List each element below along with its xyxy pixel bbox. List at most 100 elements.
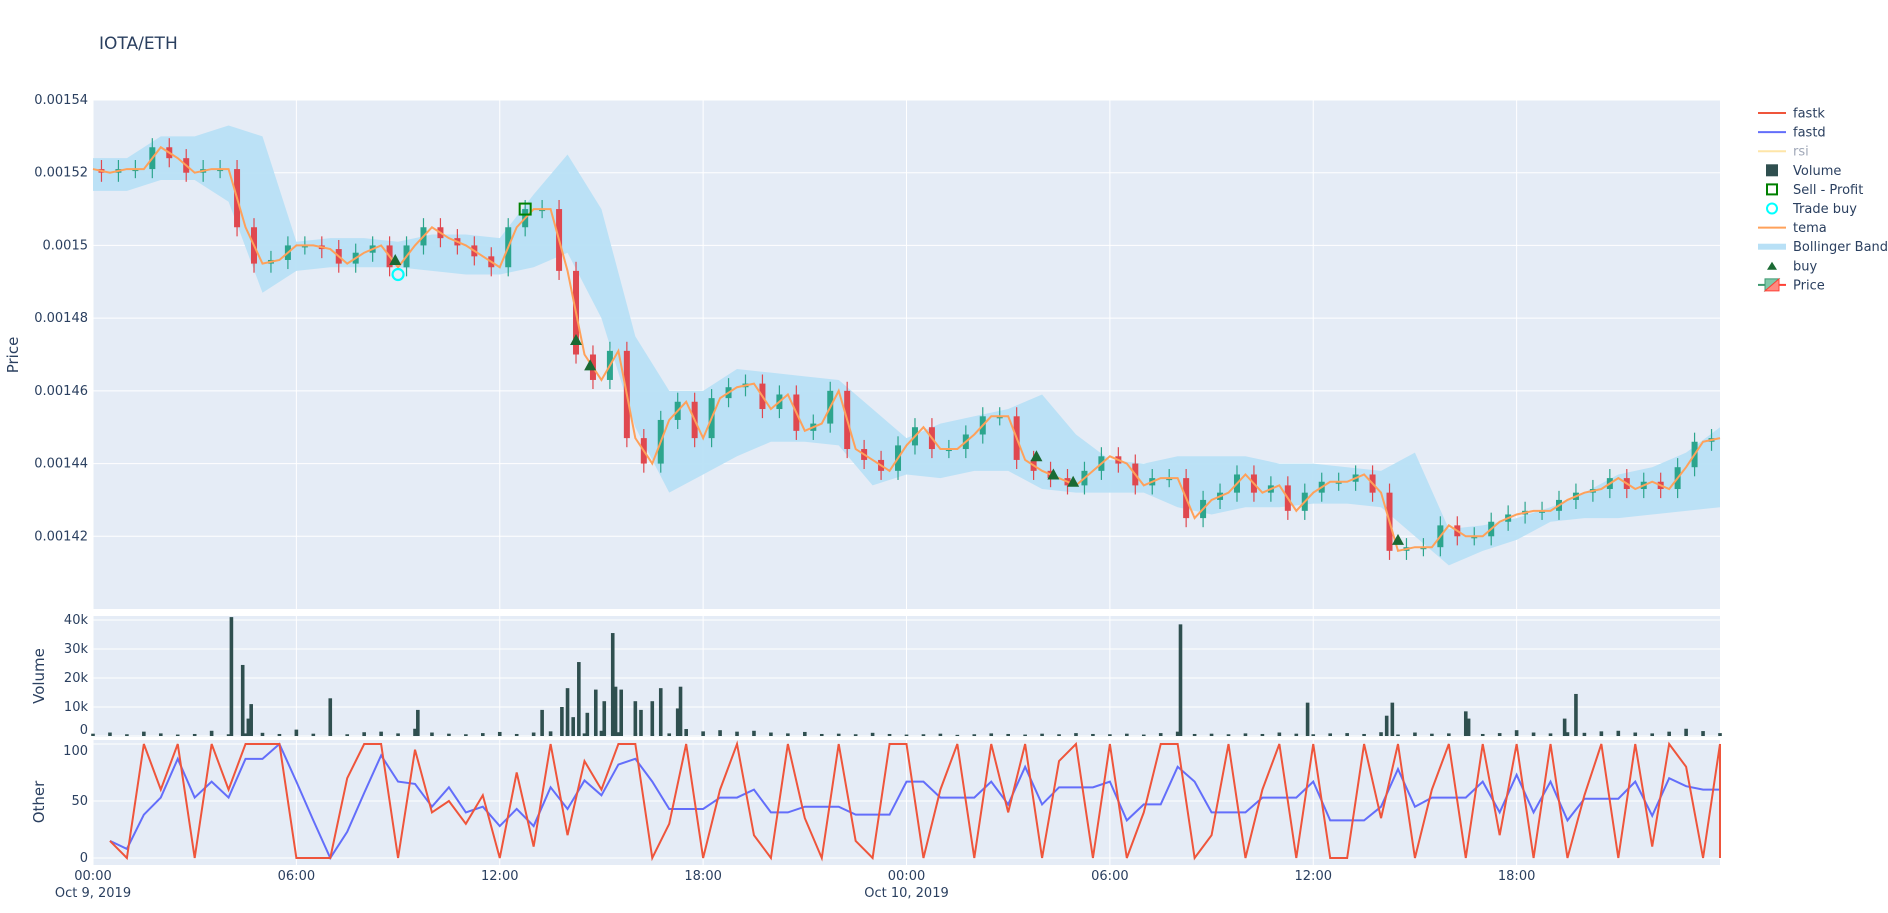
volume-bar bbox=[246, 718, 251, 736]
volume-tick-label: 30k bbox=[64, 642, 89, 657]
volume-bar bbox=[497, 731, 502, 736]
volume-bar bbox=[416, 709, 420, 736]
price-tick-label: 0.00154 bbox=[34, 93, 88, 108]
volume-bar bbox=[1466, 718, 1471, 736]
volume-bar bbox=[1178, 624, 1183, 736]
volume-bar bbox=[447, 733, 451, 736]
volume-bar bbox=[311, 733, 316, 736]
tema-line-path bbox=[92, 145, 1721, 553]
legend-item-price[interactable]: Price bbox=[1758, 277, 1825, 293]
volume-bar bbox=[819, 733, 824, 736]
price-tick-label: 0.00148 bbox=[34, 311, 88, 326]
buy-marker[interactable] bbox=[389, 253, 402, 265]
volume-bar bbox=[1390, 702, 1395, 736]
price-tick-label: 0.00144 bbox=[34, 457, 88, 472]
price-axis-title: Price bbox=[4, 337, 22, 374]
legend: fastk fastd rsi Volume Sell - Profit Trade bu… bbox=[1758, 107, 1888, 293]
legend-item-trade-buy[interactable]: Trade buy bbox=[1766, 202, 1857, 217]
volume-bar bbox=[565, 688, 570, 736]
volume-bar bbox=[1125, 733, 1129, 736]
x-tick-label: 18:00 bbox=[684, 869, 721, 884]
sell-profit-marker[interactable] bbox=[518, 202, 532, 216]
legend-item-volume[interactable]: Volume bbox=[1766, 164, 1841, 179]
other-tick-label: 50 bbox=[71, 794, 88, 809]
volume-bar bbox=[752, 730, 756, 736]
fastk-line bbox=[109, 740, 1721, 862]
volume-bar bbox=[972, 734, 977, 736]
volume-bar bbox=[379, 731, 383, 736]
legend-band-icon bbox=[1758, 243, 1786, 250]
volume-bar bbox=[701, 731, 705, 736]
legend-item-fastk[interactable]: fastk bbox=[1758, 107, 1825, 122]
legend-label: fastd bbox=[1793, 126, 1826, 141]
volume-bar bbox=[1396, 734, 1400, 736]
legend-label: buy bbox=[1793, 259, 1817, 274]
volume-bar bbox=[870, 732, 875, 736]
volume-bar bbox=[786, 733, 790, 736]
buy-marker[interactable] bbox=[570, 333, 583, 345]
trade-buy-marker[interactable] bbox=[391, 267, 405, 282]
volume-bar bbox=[481, 733, 485, 736]
x-date-label: Oct 10, 2019 bbox=[864, 886, 949, 901]
volume-bar bbox=[1574, 693, 1578, 736]
volume-bar bbox=[1463, 711, 1468, 736]
volume-bars bbox=[91, 617, 1722, 736]
buy-marker[interactable] bbox=[1047, 468, 1060, 480]
x-tick-label: 12:00 bbox=[481, 869, 518, 884]
volume-bar bbox=[593, 689, 598, 736]
buy-marker[interactable] bbox=[1030, 450, 1043, 462]
volume-bar bbox=[585, 712, 590, 736]
bollinger-band bbox=[93, 125, 1720, 566]
volume-bar bbox=[91, 733, 95, 736]
volume-bar bbox=[904, 734, 909, 736]
volume-bar bbox=[1091, 733, 1095, 736]
x-tick-label: 00:00 bbox=[888, 869, 925, 884]
x-date-label: Oct 9, 2019 bbox=[55, 886, 131, 901]
legend-item-rsi[interactable]: rsi bbox=[1758, 145, 1809, 160]
buy-marker[interactable] bbox=[1067, 475, 1080, 487]
volume-bar bbox=[1158, 733, 1163, 736]
volume-bar bbox=[921, 734, 926, 736]
volume-bar bbox=[125, 734, 129, 736]
volume-bar bbox=[1667, 731, 1671, 736]
volume-bar bbox=[887, 733, 892, 736]
volume-bar bbox=[1175, 731, 1180, 736]
other-tick-label: 0 bbox=[80, 851, 88, 866]
volume-bar bbox=[108, 732, 112, 736]
volume-bar bbox=[277, 733, 282, 736]
legend-item-buy[interactable]: buy bbox=[1767, 259, 1817, 274]
volume-bar bbox=[175, 734, 180, 736]
volume-bar bbox=[735, 731, 739, 736]
legend-item-bollinger-band[interactable]: Bollinger Band bbox=[1758, 240, 1888, 255]
volume-bar bbox=[599, 730, 604, 736]
volume-tick-label: 10k bbox=[64, 700, 89, 715]
legend-square-open-icon bbox=[1766, 183, 1778, 196]
legend-item-fastd[interactable]: fastd bbox=[1758, 126, 1826, 141]
tema-line bbox=[92, 145, 1721, 553]
legend-triangle-icon bbox=[1767, 261, 1777, 270]
legend-label: Bollinger Band bbox=[1793, 240, 1888, 255]
volume-bar bbox=[1277, 732, 1282, 736]
volume-bar bbox=[396, 733, 400, 736]
volume-bar bbox=[650, 701, 655, 736]
volume-bar bbox=[675, 708, 680, 736]
volume-tick-label: 20k bbox=[64, 671, 89, 686]
volume-bar bbox=[853, 734, 858, 736]
volume-bar bbox=[1430, 733, 1434, 736]
buy-marker[interactable] bbox=[584, 359, 597, 371]
volume-bar bbox=[633, 701, 638, 736]
volume-bar bbox=[243, 733, 248, 736]
other-tick-label: 100 bbox=[63, 744, 88, 759]
legend-circle-open-icon bbox=[1766, 202, 1778, 215]
volume-bar bbox=[1311, 734, 1316, 736]
volume-bar bbox=[1718, 733, 1722, 736]
volume-bar bbox=[989, 733, 994, 736]
volume-bar bbox=[577, 662, 581, 736]
legend-item-sell-profit[interactable]: Sell - Profit bbox=[1766, 183, 1863, 198]
volume-bar bbox=[240, 664, 245, 736]
volume-axis-title: Volume bbox=[30, 648, 48, 704]
legend-item-tema[interactable]: tema bbox=[1758, 221, 1827, 236]
buy-marker[interactable] bbox=[1391, 533, 1404, 545]
volume-bar bbox=[548, 731, 553, 736]
